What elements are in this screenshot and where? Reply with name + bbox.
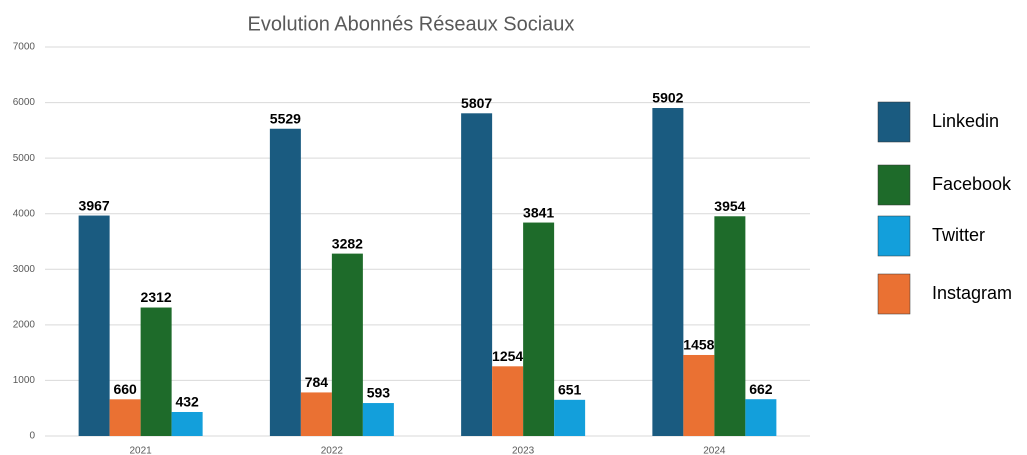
bar <box>554 399 586 436</box>
y-tick-label: 1000 <box>13 375 36 386</box>
data-label: 1254 <box>492 348 523 364</box>
data-label: 5807 <box>461 95 492 111</box>
chart-title: Evolution Abonnés Réseaux Sociaux <box>248 13 575 35</box>
y-tick-label: 0 <box>29 431 35 442</box>
legend-label: Linkedin <box>932 111 999 131</box>
data-label: 3967 <box>79 197 110 213</box>
bar <box>331 253 363 436</box>
bar <box>78 215 110 436</box>
bar <box>300 392 332 436</box>
legend-swatch <box>877 215 911 257</box>
bar <box>714 216 746 436</box>
bar <box>523 222 555 436</box>
data-label: 5902 <box>652 90 683 106</box>
legend-label: Twitter <box>932 225 985 245</box>
data-label: 5529 <box>270 110 301 126</box>
legend-swatch <box>877 164 911 206</box>
y-tick-label: 6000 <box>13 97 36 108</box>
bar <box>492 366 524 436</box>
bar <box>140 307 172 436</box>
data-label: 3954 <box>714 198 745 214</box>
x-tick-label: 2024 <box>703 446 726 455</box>
bar <box>171 411 203 436</box>
y-tick-label: 4000 <box>13 208 36 219</box>
y-tick-label: 3000 <box>13 264 36 275</box>
x-tick-label: 2022 <box>321 446 344 455</box>
bar <box>461 113 493 436</box>
bar <box>745 399 777 436</box>
bar <box>269 128 301 436</box>
data-label: 1458 <box>683 337 714 353</box>
data-label: 2312 <box>141 289 172 305</box>
legend-swatch <box>877 101 911 143</box>
legend-label: Instagram <box>932 283 1012 303</box>
x-tick-label: 2021 <box>130 446 153 455</box>
data-label: 432 <box>175 394 199 410</box>
bar <box>362 403 394 436</box>
data-label: 593 <box>367 385 391 401</box>
bar <box>109 399 141 436</box>
bar <box>683 354 715 436</box>
y-tick-label: 5000 <box>13 153 36 164</box>
data-label: 3841 <box>523 204 554 220</box>
bar <box>652 108 684 436</box>
y-tick-label: 2000 <box>13 319 36 330</box>
data-label: 651 <box>558 382 582 398</box>
y-tick-label: 7000 <box>13 42 36 53</box>
legend-swatch <box>877 273 911 315</box>
x-tick-label: 2023 <box>512 446 535 455</box>
data-label: 3282 <box>332 235 363 251</box>
data-label: 662 <box>749 381 773 397</box>
data-label: 784 <box>305 374 329 390</box>
data-label: 660 <box>113 381 137 397</box>
legend-label: Facebook <box>932 174 1012 194</box>
